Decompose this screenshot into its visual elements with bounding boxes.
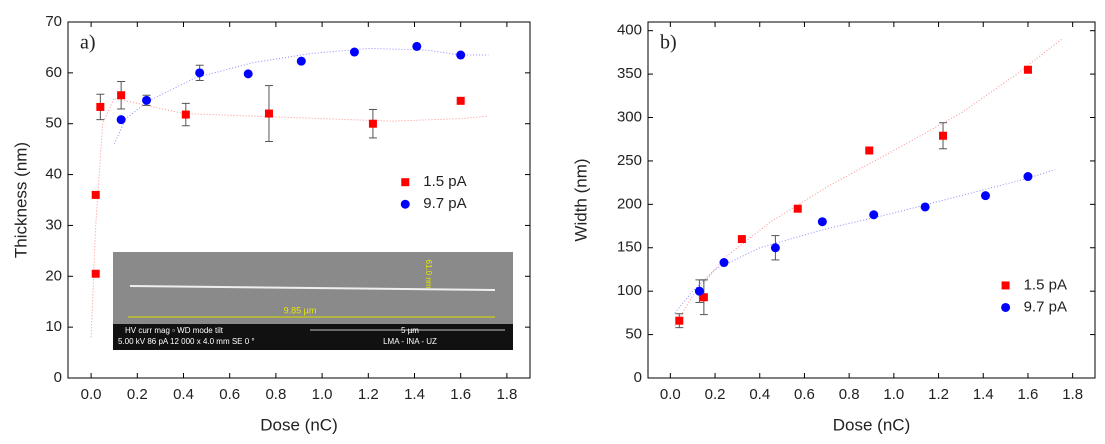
point <box>770 243 780 253</box>
x-tick-label: 1.2 <box>928 386 949 403</box>
point <box>1023 172 1033 182</box>
y-tick-label: 250 <box>617 152 642 169</box>
point <box>349 47 359 57</box>
legend-marker <box>401 178 410 187</box>
inset-length: 9.85 µm <box>284 305 317 315</box>
point <box>456 50 466 60</box>
y-tick-label: 10 <box>45 318 62 335</box>
point <box>142 95 152 105</box>
x-tick-label: 0.0 <box>660 386 681 403</box>
x-tick-label: 0.0 <box>81 386 102 403</box>
x-tick-label: 0.2 <box>705 386 726 403</box>
legend-marker <box>1001 302 1011 312</box>
point <box>817 217 827 227</box>
y-tick-label: 20 <box>45 267 62 284</box>
point <box>675 316 684 325</box>
y-tick-label: 150 <box>617 239 642 256</box>
y-axis-label: Width (nm) <box>571 158 590 241</box>
x-tick-label: 1.8 <box>1062 386 1083 403</box>
x-tick-label: 0.6 <box>219 386 240 403</box>
plot-frame <box>67 21 531 379</box>
x-tick-label: 0.2 <box>127 386 148 403</box>
x-tick-label: 1.0 <box>883 386 904 403</box>
y-tick-label: 400 <box>617 22 642 39</box>
x-tick-label: 0.8 <box>265 386 286 403</box>
fit-line <box>674 169 1055 314</box>
point <box>694 286 704 296</box>
x-tick-label: 1.4 <box>404 386 425 403</box>
point <box>737 235 746 244</box>
y-tick-label: 300 <box>617 108 642 125</box>
x-tick-label: 1.6 <box>1018 386 1039 403</box>
inset-info-header: HV curr mag ▫ WD mode tilt <box>125 326 224 335</box>
inset-info-values: 5.00 kV 86 pA 12 000 x 4.0 mm SE 0 ° <box>118 337 255 346</box>
panel: 0.0 0.2 0.4 0.6 0.8 1.0 1.2 1.4 1.6 1.8 0 50 100 150 2… <box>571 21 1096 434</box>
point <box>243 69 253 79</box>
point <box>865 146 874 155</box>
inset-lab: LMA - INA - UZ <box>383 337 437 346</box>
point <box>1023 65 1032 74</box>
legend-marker <box>1001 281 1010 290</box>
x-tick-label: 1.2 <box>358 386 379 403</box>
y-tick-label: 50 <box>625 326 642 343</box>
plot-frame <box>647 21 1096 379</box>
y-tick-label: 350 <box>617 65 642 82</box>
point <box>869 210 879 220</box>
point <box>296 56 306 66</box>
x-tick-label: 1.8 <box>496 386 517 403</box>
inset-width: 61.0 nm <box>424 260 433 289</box>
point <box>264 109 273 118</box>
point <box>195 68 205 78</box>
point <box>699 293 708 302</box>
y-tick-label: 40 <box>45 166 62 183</box>
y-tick-label: 70 <box>45 13 62 30</box>
y-tick-label: 50 <box>45 115 62 132</box>
legend-label: 9.7 pA <box>423 195 466 212</box>
y-tick-label: 0 <box>54 369 62 386</box>
info-bar <box>113 324 513 350</box>
point <box>793 204 802 213</box>
x-tick-label: 1.6 <box>450 386 471 403</box>
sem-inset: 9.85 µm 61.0 nm HV curr mag ▫ WD mode ti… <box>113 252 513 350</box>
x-tick-label: 1.0 <box>312 386 333 403</box>
x-axis-label: Dose (nC) <box>833 415 910 434</box>
x-tick-label: 0.8 <box>839 386 860 403</box>
nanowire <box>129 285 496 291</box>
point <box>456 96 465 105</box>
y-tick-label: 30 <box>45 216 62 233</box>
point <box>980 191 990 201</box>
x-tick-label: 0.4 <box>749 386 770 403</box>
point <box>116 115 126 125</box>
point <box>939 131 948 140</box>
panel-label: b) <box>660 32 677 54</box>
panel: 0.0 0.2 0.4 0.6 0.8 1.0 1.2 1.4 1.6 1.8 0 10 20 30 40 5… <box>11 13 531 434</box>
inset-scale-text: 5 µm <box>401 326 419 335</box>
fit-line <box>113 47 489 145</box>
point <box>368 119 377 128</box>
y-tick-label: 0 <box>634 369 642 386</box>
legend-label: 1.5 pA <box>1024 276 1067 293</box>
point <box>96 102 105 111</box>
x-tick-label: 0.4 <box>173 386 194 403</box>
y-tick-label: 200 <box>617 195 642 212</box>
legend-label: 1.5 pA <box>423 173 466 190</box>
x-tick-label: 1.4 <box>973 386 994 403</box>
y-axis-label: Thickness (nm) <box>11 142 30 258</box>
legend-label: 9.7 pA <box>1024 298 1067 315</box>
point <box>719 258 729 268</box>
x-axis-label: Dose (nC) <box>260 415 337 434</box>
legend-marker <box>400 199 410 209</box>
point <box>412 41 422 51</box>
point <box>91 269 100 278</box>
point <box>181 110 190 119</box>
panel-label: a) <box>80 32 96 54</box>
y-tick-label: 60 <box>45 64 62 81</box>
y-tick-label: 100 <box>617 282 642 299</box>
point <box>920 202 930 212</box>
point <box>91 190 100 199</box>
x-tick-label: 0.6 <box>794 386 815 403</box>
point <box>117 91 126 100</box>
